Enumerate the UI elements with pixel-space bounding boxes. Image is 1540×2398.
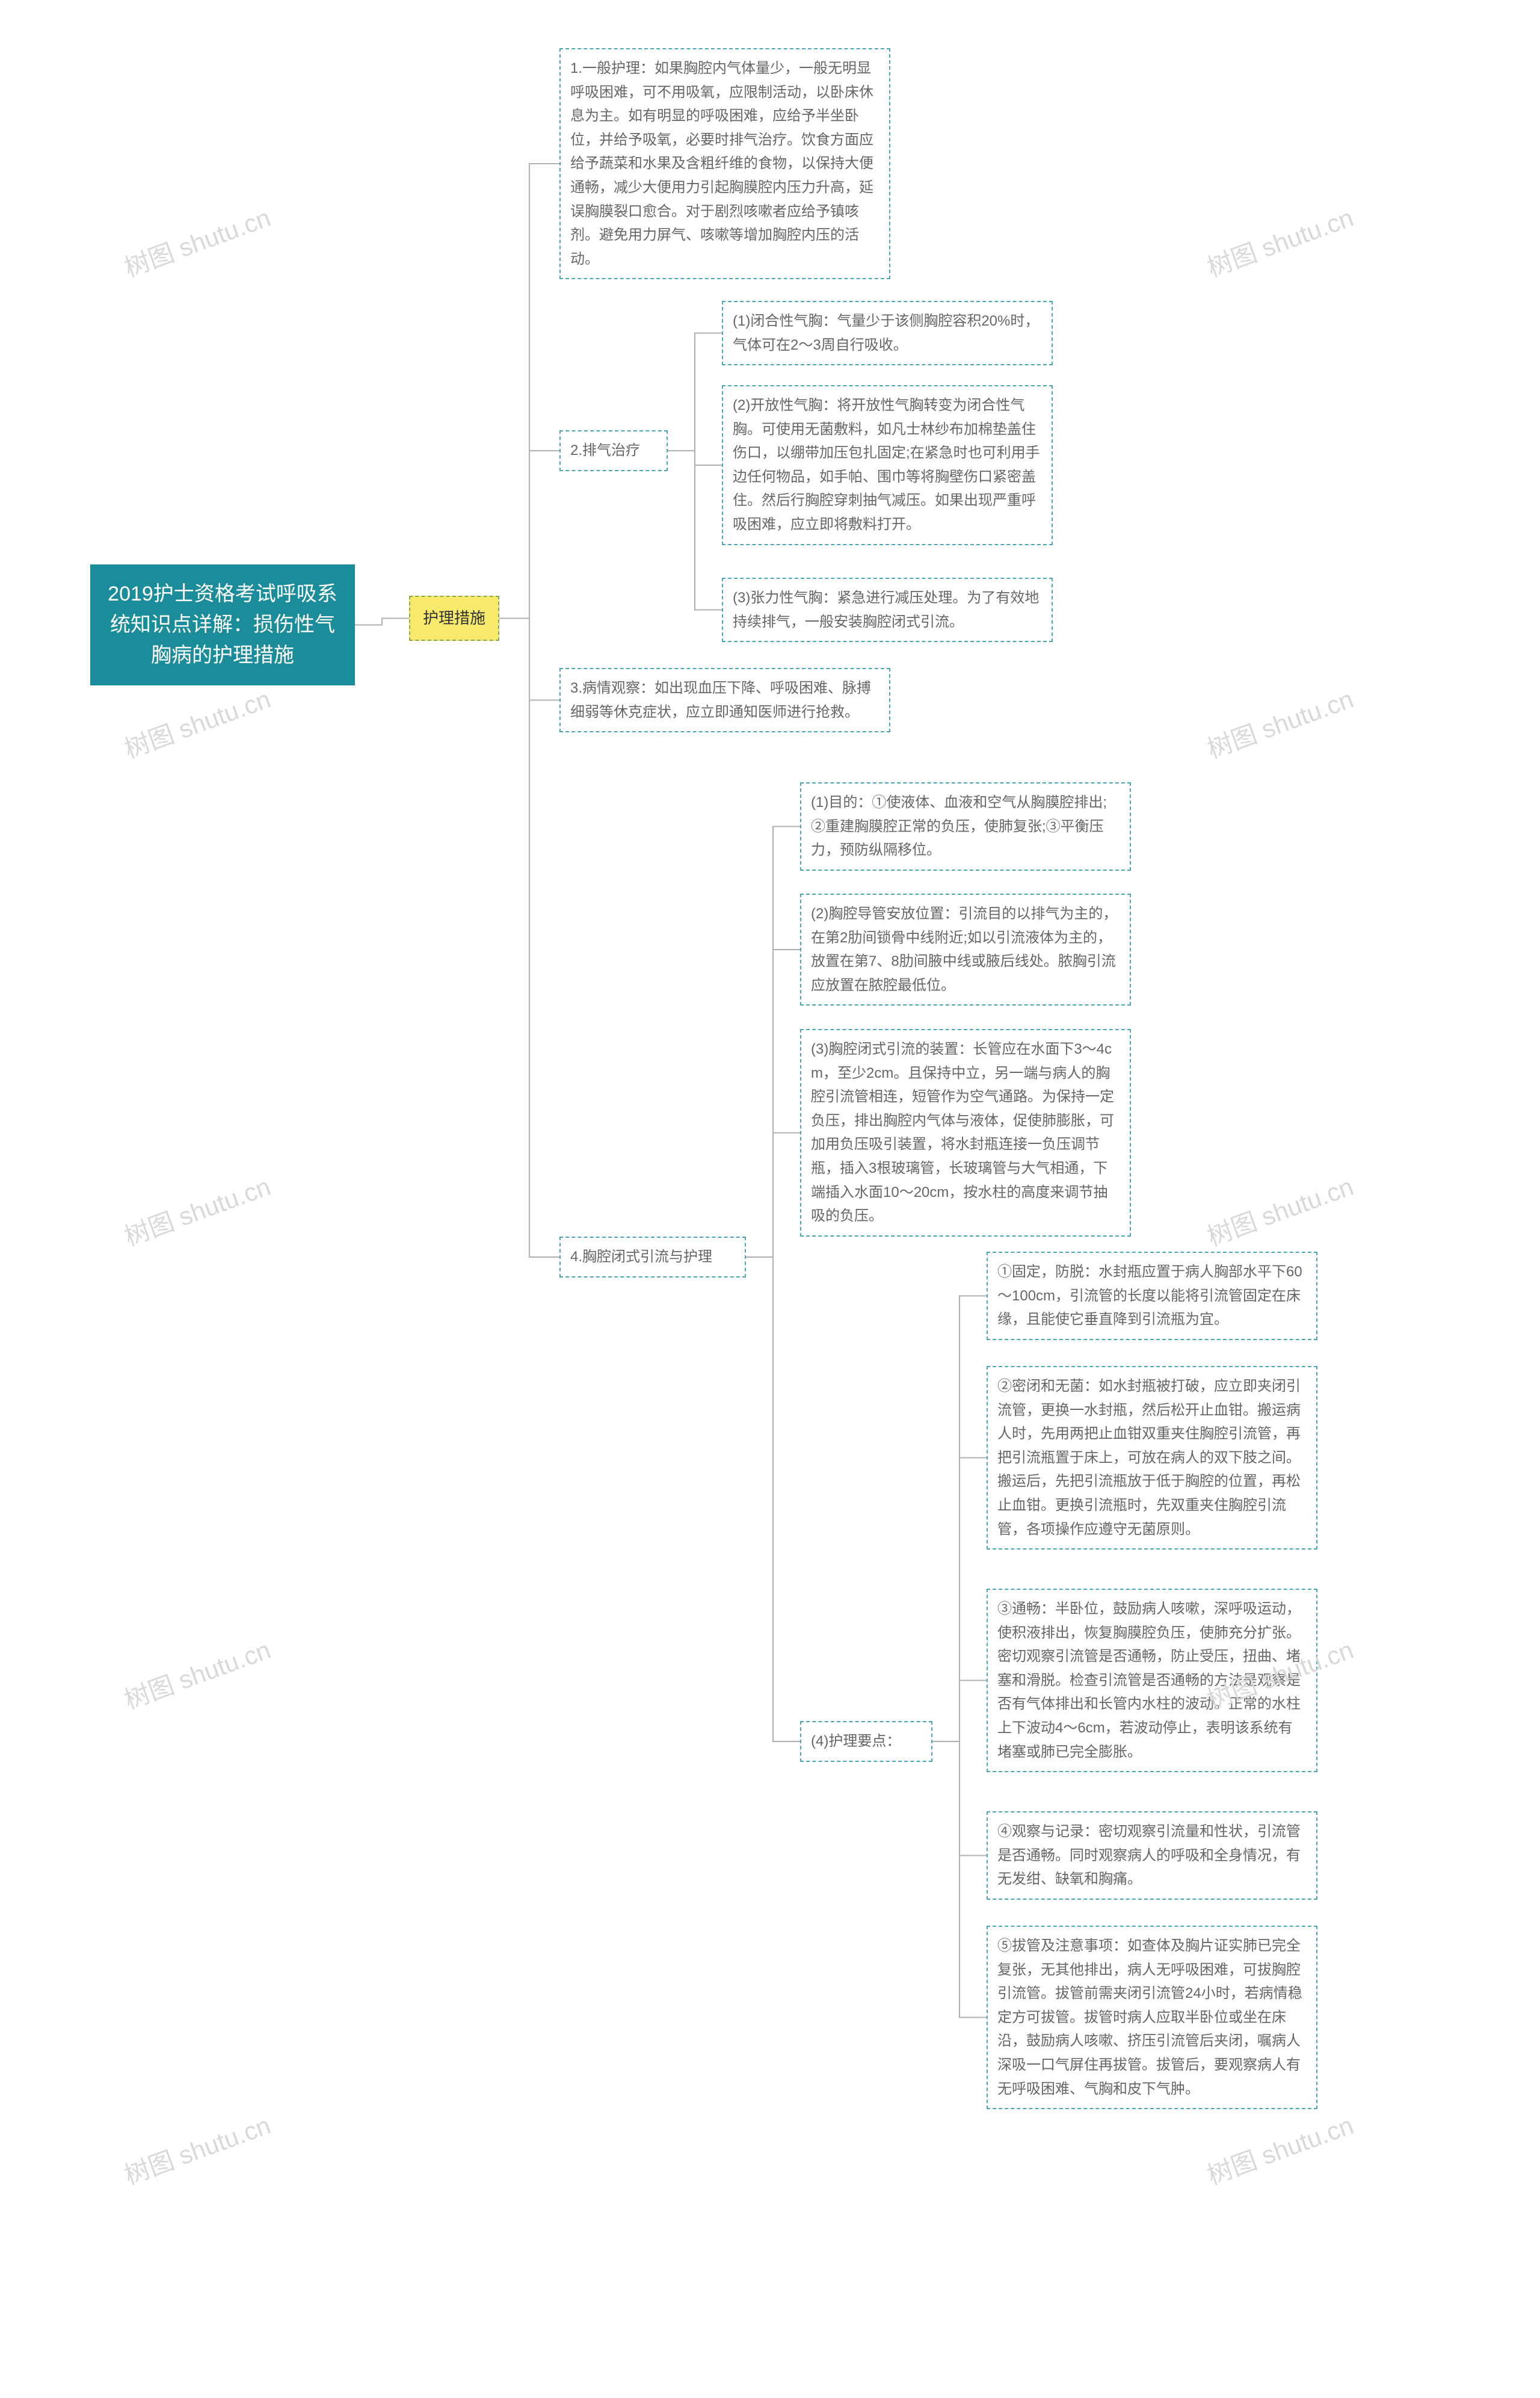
node-n2-3-text: (3)张力性气胸：紧急进行减压处理。为了有效地持续排气，一般安装胸腔闭式引流。 — [733, 590, 1039, 630]
node-n3[interactable]: 3.病情观察：如出现血压下降、呼吸困难、脉搏细弱等休克症状，应立即通知医师进行抢… — [559, 668, 890, 732]
node-n4-2-text: (2)胸腔导管安放位置：引流目的以排气为主的，在第2肋间锁骨中线附近;如以引流液… — [811, 906, 1117, 994]
node-n2-3[interactable]: (3)张力性气胸：紧急进行减压处理。为了有效地持续排气，一般安装胸腔闭式引流。 — [722, 578, 1053, 642]
root-node[interactable]: 2019护士资格考试呼吸系统知识点详解：损伤性气胸病的护理措施 — [90, 564, 355, 685]
node-n4-4[interactable]: (4)护理要点： — [800, 1721, 932, 1762]
node-n4-4-2-text: ②密闭和无菌：如水封瓶被打破，应立即夹闭引流管，更换一水封瓶，然后松开止血钳。搬… — [997, 1378, 1301, 1537]
node-n4-3[interactable]: (3)胸腔闭式引流的装置：长管应在水面下3～4cm，至少2cm。且保持中立，另一… — [800, 1029, 1131, 1237]
node-n2-1-text: (1)闭合性气胸：气量少于该侧胸腔容积20%时，气体可在2～3周自行吸收。 — [733, 313, 1039, 353]
node-n4-1-text: (1)目的：①使液体、血液和空气从胸膜腔排出;②重建胸膜腔正常的负压，使肺复张;… — [811, 794, 1107, 858]
node-n4-4-5-text: ⑤拔管及注意事项：如查体及胸片证实肺已完全复张，无其他排出，病人无呼吸困难，可拔… — [997, 1938, 1302, 2097]
node-n4-3-text: (3)胸腔闭式引流的装置：长管应在水面下3～4cm，至少2cm。且保持中立，另一… — [811, 1041, 1114, 1224]
node-n4-4-1-text: ①固定，防脱：水封瓶应置于病人胸部水平下60～100cm，引流管的长度以能将引流… — [997, 1264, 1302, 1327]
node-n2-2[interactable]: (2)开放性气胸：将开放性气胸转变为闭合性气胸。可使用无菌敷料，如凡士林纱布加棉… — [722, 385, 1053, 545]
node-n1-text: 1.一般护理：如果胸腔内气体量少，一般无明显呼吸困难，可不用吸氧，应限制活动，以… — [570, 60, 873, 267]
node-n2-2-text: (2)开放性气胸：将开放性气胸转变为闭合性气胸。可使用无菌敷料，如凡士林纱布加棉… — [733, 397, 1040, 533]
node-n2-1[interactable]: (1)闭合性气胸：气量少于该侧胸腔容积20%时，气体可在2～3周自行吸收。 — [722, 301, 1053, 365]
level1-text: 护理措施 — [423, 609, 485, 627]
node-n2[interactable]: 2.排气治疗 — [559, 430, 668, 471]
mindmap-canvas: 2019护士资格考试呼吸系统知识点详解：损伤性气胸病的护理措施 护理措施 1.一… — [0, 0, 1540, 2398]
node-n4-4-4-text: ④观察与记录：密切观察引流量和性状，引流管是否通畅。同时观察病人的呼吸和全身情况… — [997, 1823, 1301, 1887]
node-n4-2[interactable]: (2)胸腔导管安放位置：引流目的以排气为主的，在第2肋间锁骨中线附近;如以引流液… — [800, 894, 1131, 1006]
node-n4-4-3[interactable]: ③通畅：半卧位，鼓励病人咳嗽，深呼吸运动，使积液排出，恢复胸膜腔负压，使肺充分扩… — [987, 1589, 1317, 1772]
node-n4-4-3-text: ③通畅：半卧位，鼓励病人咳嗽，深呼吸运动，使积液排出，恢复胸膜腔负压，使肺充分扩… — [997, 1601, 1301, 1760]
node-n4-text: 4.胸腔闭式引流与护理 — [570, 1249, 712, 1265]
node-n3-text: 3.病情观察：如出现血压下降、呼吸困难、脉搏细弱等休克症状，应立即通知医师进行抢… — [570, 680, 871, 720]
node-n4-4-5[interactable]: ⑤拔管及注意事项：如查体及胸片证实肺已完全复张，无其他排出，病人无呼吸困难，可拔… — [987, 1926, 1317, 2109]
node-n4-4-text: (4)护理要点： — [811, 1733, 901, 1749]
node-n2-text: 2.排气治疗 — [570, 442, 640, 459]
node-n4-1[interactable]: (1)目的：①使液体、血液和空气从胸膜腔排出;②重建胸膜腔正常的负压，使肺复张;… — [800, 782, 1131, 871]
node-n4[interactable]: 4.胸腔闭式引流与护理 — [559, 1237, 746, 1278]
node-n1[interactable]: 1.一般护理：如果胸腔内气体量少，一般无明显呼吸困难，可不用吸氧，应限制活动，以… — [559, 48, 890, 279]
root-text: 2019护士资格考试呼吸系统知识点详解：损伤性气胸病的护理措施 — [108, 583, 337, 667]
node-n4-4-4[interactable]: ④观察与记录：密切观察引流量和性状，引流管是否通畅。同时观察病人的呼吸和全身情况… — [987, 1811, 1317, 1900]
node-n4-4-1[interactable]: ①固定，防脱：水封瓶应置于病人胸部水平下60～100cm，引流管的长度以能将引流… — [987, 1252, 1317, 1340]
node-n4-4-2[interactable]: ②密闭和无菌：如水封瓶被打破，应立即夹闭引流管，更换一水封瓶，然后松开止血钳。搬… — [987, 1366, 1317, 1550]
level1-node[interactable]: 护理措施 — [409, 596, 499, 641]
